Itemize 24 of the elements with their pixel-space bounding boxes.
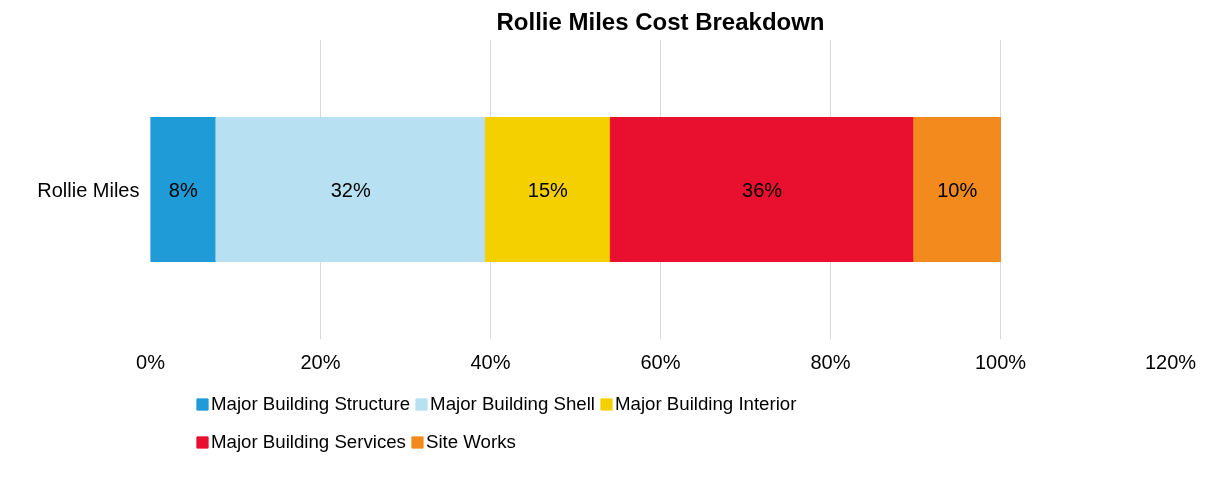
data-label: 32% xyxy=(330,178,371,201)
bar xyxy=(913,117,1001,262)
data-label: 8% xyxy=(168,178,198,201)
x-tick-label: 100% xyxy=(974,350,1027,373)
legend-label: Major Building Structure xyxy=(211,393,411,415)
x-tick-label: 0% xyxy=(136,350,166,373)
x-tick-label: 20% xyxy=(300,350,341,373)
data-label: 10% xyxy=(937,178,978,201)
data-label: 15% xyxy=(527,178,569,201)
x-tick-label: 80% xyxy=(810,350,851,373)
legend-label: Major Building Shell xyxy=(430,393,595,415)
bar xyxy=(484,117,611,262)
data-label: 36% xyxy=(742,178,783,201)
legend-label: Major Building Interior xyxy=(614,393,797,415)
bar xyxy=(215,117,486,262)
y-tick-label: Rollie Miles xyxy=(37,178,140,201)
legend-label: Major Building Services xyxy=(211,431,406,453)
x-tick-label: 40% xyxy=(470,350,511,373)
x-tick-label: 60% xyxy=(640,350,681,373)
x-tick-label: 120% xyxy=(1144,350,1197,373)
bar xyxy=(609,117,915,262)
chart-title: Rollie Miles Cost Breakdown xyxy=(496,7,825,35)
legend-label: Site Works xyxy=(425,431,516,453)
bar xyxy=(150,117,217,262)
